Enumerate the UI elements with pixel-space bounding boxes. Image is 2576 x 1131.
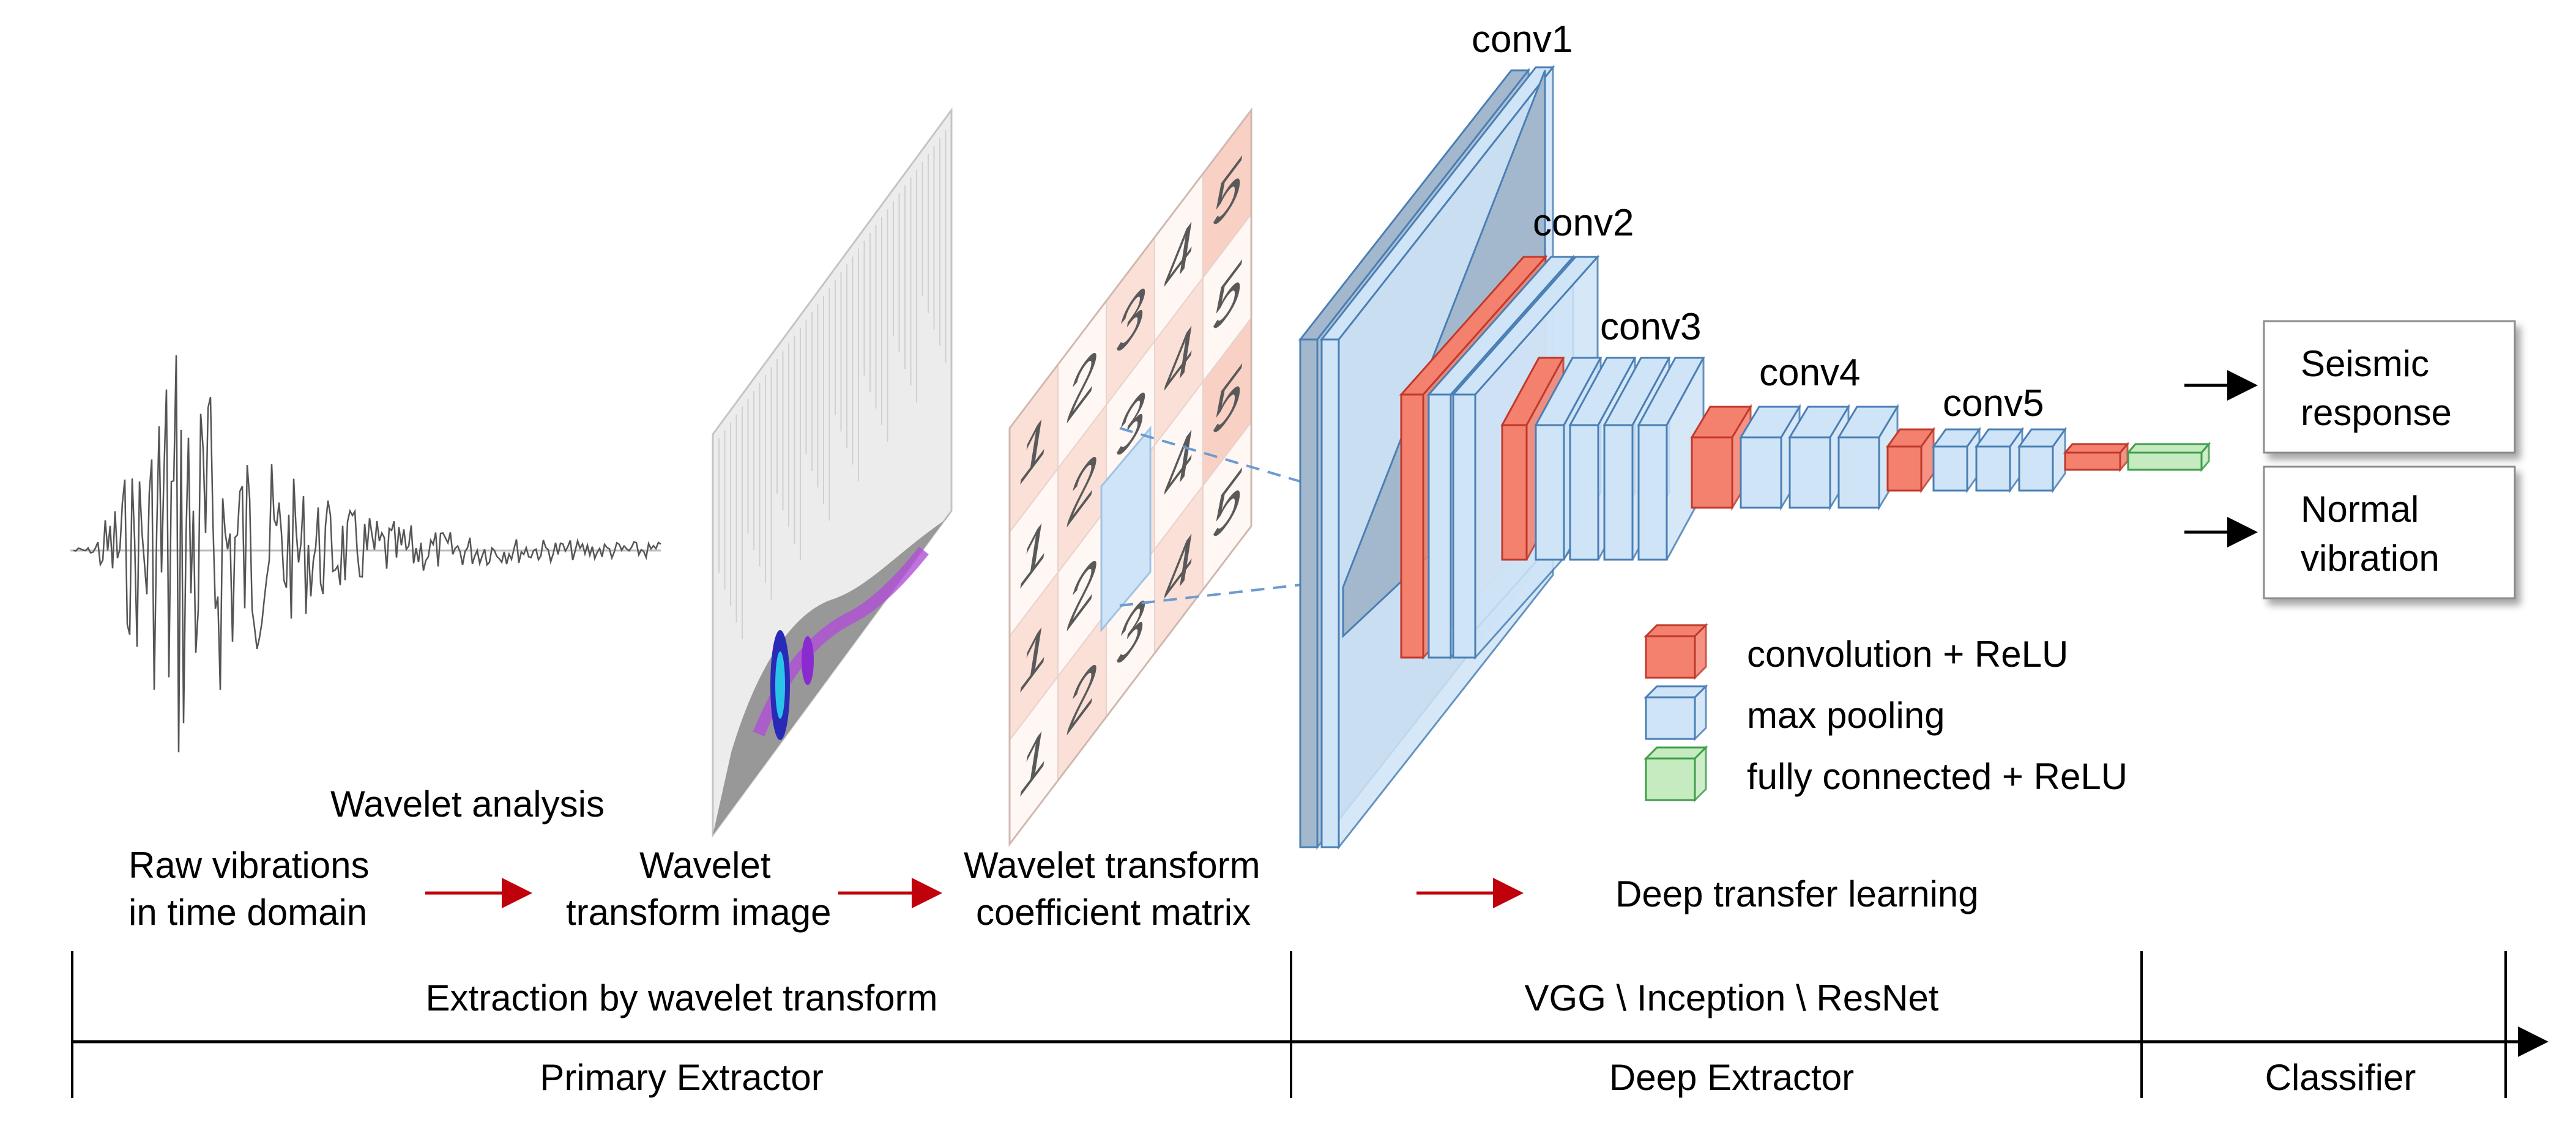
raw-vibration-signal (70, 355, 661, 752)
block-front (1603, 424, 1634, 561)
layer-label-conv2: conv2 (1533, 202, 1634, 244)
wavelet-analysis-label: Wavelet analysis (330, 784, 605, 825)
legend-label: fully connected + ReLU (1747, 756, 2127, 797)
legend-swatch (1645, 696, 1696, 740)
conv5-pool-block (1932, 426, 1981, 494)
section-label-extraction: Extraction by wavelet transform (426, 977, 938, 1018)
stage-label-wt-image: Wavelet (639, 845, 771, 886)
block-front (1299, 338, 1319, 848)
section-label-networks: VGG \ Inception \ ResNet (1525, 977, 1939, 1018)
section-label-deep-extractor: Deep Extractor (1609, 1057, 1854, 1098)
legend-label: max pooling (1747, 695, 1945, 736)
conv5-conv-block (1886, 426, 1935, 494)
fc-dense-block (2126, 441, 2211, 473)
signal-waveform (73, 355, 661, 752)
stage-label-wt-matrix: coefficient matrix (976, 892, 1251, 933)
block-front (1975, 445, 2011, 492)
output-label: vibration (2301, 538, 2440, 579)
section-label-classifier: Classifier (2265, 1057, 2416, 1098)
block-front (1837, 436, 1880, 509)
block-front (1400, 393, 1424, 659)
legend-swatch (1645, 635, 1696, 679)
block-front (1428, 393, 1452, 659)
output-label: Seismic (2301, 343, 2429, 384)
block-front (1320, 338, 1340, 848)
block-front (1740, 436, 1782, 509)
fc-conv-block (2063, 441, 2130, 473)
legend-item: max pooling (1644, 684, 1945, 741)
legend: convolution + ReLU max pooling fully conne… (1644, 623, 2127, 803)
wavelet-transform-image (712, 107, 953, 838)
section-label-primary-extractor: Primary Extractor (540, 1057, 823, 1098)
block-top (2126, 443, 2211, 454)
stage-label-wt-matrix: Wavelet transform (964, 845, 1260, 886)
cnn-architecture (1298, 64, 2211, 850)
output-label: Normal (2301, 489, 2419, 530)
block-front (1637, 424, 1668, 561)
conv5-pool-block (2017, 426, 2067, 494)
conv5-pool-block (1975, 426, 2024, 494)
legend-item: convolution + ReLU (1644, 623, 2068, 680)
block-front (2064, 451, 2121, 471)
block-front (1501, 424, 1528, 561)
block-front (1691, 436, 1733, 509)
block-front (1886, 445, 1923, 492)
block-front (1452, 393, 1476, 659)
legend-label: convolution + ReLU (1747, 634, 2068, 675)
wavelet-texture (718, 130, 947, 639)
stage-label-raw: Raw vibrations (128, 845, 370, 886)
matrix-border (1008, 107, 1253, 847)
layer-label-conv4: conv4 (1759, 352, 1860, 394)
output-normal-vibration: Normal vibration (2184, 465, 2516, 599)
receptive-field-highlight (1100, 425, 1307, 633)
block-front (1932, 445, 1968, 492)
output-label: response (2301, 392, 2452, 433)
block-front (1569, 424, 1599, 561)
stage-label-raw: in time domain (128, 892, 367, 933)
stage-label-deep-transfer: Deep transfer learning (1615, 873, 1979, 914)
layer-label-conv1: conv1 (1472, 18, 1573, 61)
stage-label-wt-image: transform image (566, 892, 831, 933)
layer-label-conv3: conv3 (1600, 306, 1701, 348)
legend-item: fully connected + ReLU (1644, 745, 2127, 803)
legend-swatch (1645, 757, 1696, 801)
block-front (2127, 451, 2203, 471)
block-front (2018, 445, 2054, 492)
block-top (2063, 443, 2130, 454)
layer-label-conv5: conv5 (1943, 382, 2044, 425)
output-seismic-response: Seismic response (2184, 320, 2516, 454)
block-front (1535, 424, 1565, 561)
block-front (1789, 436, 1831, 509)
pipeline-timeline (71, 951, 2548, 1098)
